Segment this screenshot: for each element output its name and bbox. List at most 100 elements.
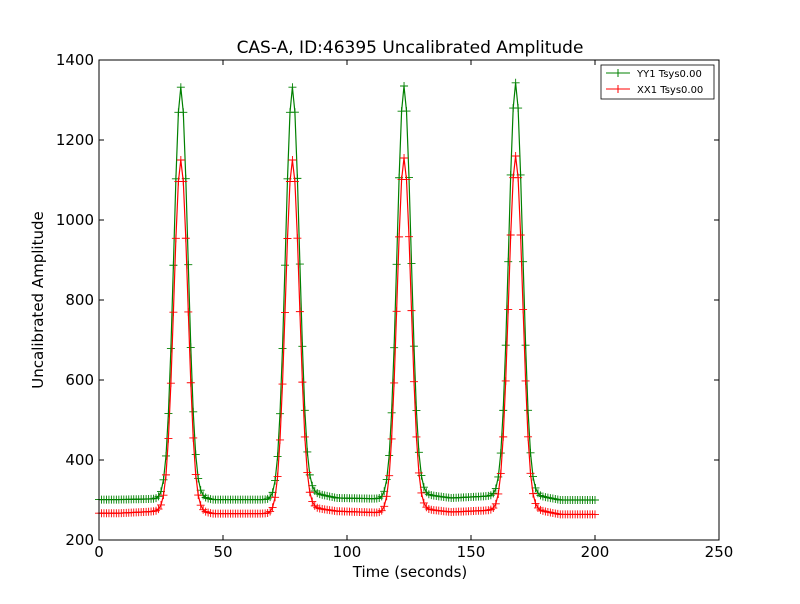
data-point-xx1 — [591, 510, 599, 519]
data-point-xx1 — [390, 378, 399, 387]
data-point-xx1 — [395, 232, 404, 241]
data-point-yy1 — [524, 406, 533, 415]
data-point-yy1 — [276, 409, 285, 418]
data-point-yy1 — [159, 475, 168, 484]
x-axis: 0 50 100 150 200 250 — [94, 60, 733, 561]
data-point-yy1 — [514, 104, 523, 113]
data-point-xx1 — [308, 497, 317, 506]
data-point-xx1 — [385, 471, 394, 480]
y-axis: 200 400 600 800 1000 1200 1400 — [56, 51, 719, 549]
data-point-yy1 — [526, 448, 535, 457]
data-point-yy1 — [288, 83, 297, 92]
data-point-xx1 — [298, 378, 307, 387]
data-point-xx1 — [276, 435, 285, 444]
series-yy1 — [95, 78, 599, 504]
y-tick-label: 1400 — [56, 51, 94, 69]
legend-marker-yy1 — [614, 69, 622, 77]
legend: YY1 Tsys0.00 XX1 Tsys0.00 — [600, 64, 715, 100]
data-point-xx1 — [516, 230, 525, 239]
y-axis-label: Uncalibrated Amplitude — [29, 211, 47, 388]
data-point-yy1 — [400, 82, 409, 90]
data-point-xx1 — [186, 378, 195, 387]
x-tick-label: 100 — [333, 543, 362, 561]
data-point-xx1 — [419, 498, 428, 507]
x-tick-label: 250 — [705, 543, 734, 561]
data-point-xx1 — [266, 507, 275, 516]
data-point-xx1 — [157, 500, 165, 509]
data-point-xx1 — [281, 308, 289, 317]
x-tick-label: 0 — [94, 543, 104, 561]
x-axis-label: Time (seconds) — [352, 563, 468, 581]
data-point-xx1 — [290, 177, 299, 186]
data-point-yy1 — [519, 257, 528, 266]
data-point-yy1 — [504, 257, 513, 266]
y-tick-label: 800 — [65, 291, 94, 309]
data-point-yy1 — [278, 344, 287, 353]
data-point-yy1 — [154, 492, 163, 501]
y-tick-label: 600 — [65, 371, 94, 389]
data-point-xx1 — [531, 499, 540, 508]
data-point-xx1 — [159, 491, 168, 500]
series-layer — [95, 78, 599, 519]
x-tick-label: 150 — [457, 543, 486, 561]
data-point-xx1 — [303, 468, 312, 477]
data-point-xx1 — [278, 380, 287, 389]
data-point-xx1 — [300, 432, 309, 441]
data-point-yy1 — [489, 489, 498, 498]
data-point-xx1 — [407, 306, 416, 315]
data-point-xx1 — [273, 472, 282, 481]
data-point-yy1 — [412, 406, 421, 415]
data-point-yy1 — [392, 260, 401, 269]
data-point-xx1 — [526, 469, 535, 478]
data-point-xx1 — [382, 492, 391, 501]
series-xx1 — [95, 152, 599, 519]
data-point-xx1 — [176, 156, 185, 164]
data-point-xx1 — [511, 152, 520, 160]
data-point-yy1 — [511, 78, 520, 87]
data-point-xx1 — [288, 156, 297, 164]
x-tick-label: 200 — [581, 543, 610, 561]
data-point-xx1 — [499, 432, 508, 441]
data-point-xx1 — [271, 493, 280, 502]
legend-label-yy1: YY1 Tsys0.00 — [636, 69, 702, 80]
data-point-yy1 — [281, 261, 289, 270]
data-point-yy1 — [387, 408, 396, 417]
data-point-yy1 — [273, 452, 282, 461]
data-point-xx1 — [506, 230, 515, 239]
data-point-yy1 — [166, 344, 175, 353]
data-point-yy1 — [414, 448, 423, 457]
data-point-yy1 — [402, 107, 411, 116]
x-tick-label: 50 — [213, 543, 232, 561]
y-tick-label: 200 — [65, 531, 94, 549]
legend-box — [600, 64, 715, 100]
data-point-yy1 — [390, 343, 399, 352]
data-point-xx1 — [501, 376, 510, 385]
data-point-xx1 — [154, 505, 163, 514]
data-point-xx1 — [166, 379, 175, 388]
data-point-xx1 — [283, 234, 292, 243]
data-point-xx1 — [295, 307, 304, 316]
y-tick-label: 400 — [65, 451, 94, 469]
data-point-xx1 — [194, 491, 203, 500]
data-point-xx1 — [191, 470, 200, 479]
data-point-yy1 — [496, 449, 505, 458]
data-point-xx1 — [268, 503, 277, 512]
data-point-xx1 — [387, 434, 396, 443]
data-point-yy1 — [184, 260, 193, 269]
data-point-yy1 — [189, 407, 198, 416]
y-tick-label: 1200 — [56, 131, 94, 149]
data-point-xx1 — [171, 234, 180, 243]
data-point-yy1 — [300, 406, 309, 415]
data-point-yy1 — [409, 342, 418, 351]
data-point-yy1 — [169, 261, 178, 270]
data-point-xx1 — [504, 305, 513, 314]
data-point-xx1 — [414, 468, 423, 477]
data-point-xx1 — [409, 377, 418, 386]
data-point-yy1 — [521, 341, 530, 350]
data-point-xx1 — [489, 504, 498, 513]
data-point-yy1 — [290, 108, 299, 117]
data-point-xx1 — [402, 175, 411, 184]
data-point-xx1 — [514, 173, 523, 182]
data-point-xx1 — [196, 501, 205, 510]
